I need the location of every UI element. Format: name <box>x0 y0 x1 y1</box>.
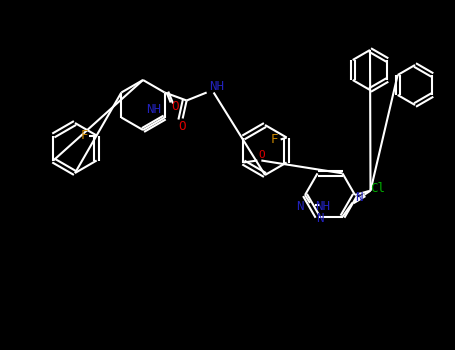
Text: N: N <box>355 191 362 204</box>
Text: Cl: Cl <box>370 182 385 196</box>
Text: O: O <box>171 100 178 113</box>
Text: NH: NH <box>315 201 330 214</box>
Text: N: N <box>296 201 304 214</box>
Text: NH: NH <box>147 103 162 116</box>
Text: O: O <box>178 120 185 133</box>
Text: F: F <box>271 133 278 146</box>
Text: NH: NH <box>209 80 224 93</box>
Text: O: O <box>258 150 265 161</box>
Text: N: N <box>316 212 323 225</box>
Text: F: F <box>81 129 88 142</box>
